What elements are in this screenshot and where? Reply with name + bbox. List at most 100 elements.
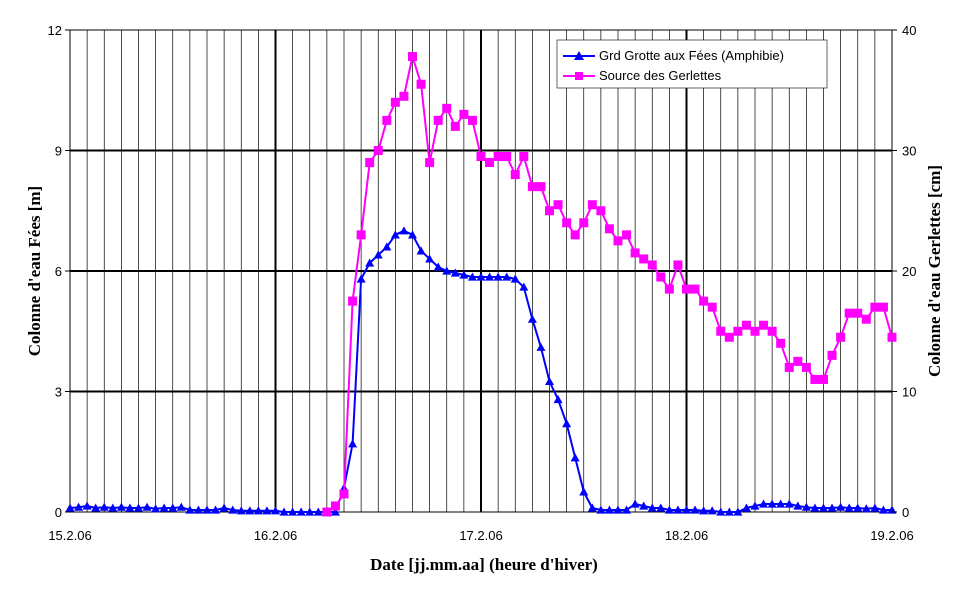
data-point-square [707, 302, 717, 312]
data-point-triangle [236, 506, 246, 515]
data-point-triangle [305, 507, 315, 516]
data-point-square [639, 254, 649, 264]
y-right-tick-label: 10 [902, 385, 916, 400]
data-point-triangle [510, 274, 520, 283]
data-point-square [519, 152, 529, 162]
data-point-triangle [313, 507, 323, 516]
data-point-triangle [108, 503, 118, 512]
series-layer [65, 52, 897, 517]
y-left-tick-label: 3 [55, 385, 62, 400]
data-point-triangle [656, 503, 666, 512]
data-point-triangle [579, 487, 589, 496]
data-point-square [442, 103, 452, 113]
data-point-triangle [810, 503, 820, 512]
data-point-triangle [219, 503, 229, 512]
data-point-square [853, 308, 863, 318]
data-point-triangle [176, 502, 186, 511]
y-left-tick-label: 12 [48, 23, 62, 38]
data-point-square [861, 314, 871, 324]
data-point-triangle [776, 499, 786, 508]
data-point-triangle [159, 503, 169, 512]
data-point-triangle [664, 505, 674, 514]
data-point-triangle [853, 503, 863, 512]
series-1 [322, 52, 897, 517]
data-point-square [647, 260, 657, 270]
data-point-square [485, 158, 495, 168]
data-point-triangle [476, 272, 486, 281]
data-point-triangle [185, 505, 195, 514]
data-point-triangle [91, 503, 101, 512]
x-tick-label: 17.2.06 [459, 528, 502, 543]
data-point-triangle [819, 503, 829, 512]
data-point-square [836, 332, 846, 342]
data-point-triangle [279, 507, 289, 516]
data-point-triangle [253, 506, 263, 515]
data-point-triangle [562, 419, 572, 428]
data-point-square [699, 296, 709, 306]
series-line [326, 55, 893, 513]
data-point-square [801, 362, 811, 372]
data-point-triangle [425, 254, 435, 263]
data-point-triangle [442, 266, 452, 275]
y-axis-left-title: Colonne d'eau Fées [m] [25, 186, 44, 356]
data-point-triangle [741, 503, 751, 512]
data-point-triangle [202, 505, 212, 514]
series-0 [65, 226, 897, 516]
data-point-square [690, 284, 700, 294]
data-point-triangle [493, 272, 503, 281]
data-point-triangle [587, 503, 597, 512]
data-point-square [776, 338, 786, 348]
data-point-triangle [870, 503, 880, 512]
data-point-triangle [382, 242, 392, 251]
data-point-square [844, 308, 854, 318]
data-point-triangle [836, 502, 846, 511]
grid [70, 30, 892, 512]
data-point-triangle [193, 505, 203, 514]
data-point-square [604, 224, 614, 234]
data-point-triangle [133, 503, 143, 512]
data-point-triangle [459, 270, 469, 279]
data-point-square [408, 52, 418, 62]
x-tick-label: 16.2.06 [254, 528, 297, 543]
data-point-square [373, 146, 383, 155]
data-point-square [724, 332, 734, 342]
data-point-triangle [519, 282, 529, 291]
data-point-square [810, 374, 820, 384]
data-point-triangle [211, 505, 221, 514]
data-point-triangle [373, 250, 383, 259]
data-point-square [502, 152, 512, 162]
data-point-triangle [390, 230, 400, 239]
data-point-triangle [365, 258, 375, 267]
data-point-square [459, 109, 469, 119]
data-point-triangle [125, 503, 135, 512]
data-point-square [356, 230, 366, 240]
data-point-triangle [416, 246, 426, 255]
data-point-triangle [647, 503, 657, 512]
data-point-square [793, 356, 803, 366]
y-right-tick-label: 20 [902, 264, 916, 279]
data-point-square [493, 152, 503, 162]
data-point-triangle [228, 505, 238, 514]
data-point-triangle [613, 505, 623, 514]
data-point-square [536, 182, 546, 192]
data-point-square [622, 230, 632, 240]
data-point-triangle [801, 502, 811, 511]
legend-label-series-1: Source des Gerlettes [599, 68, 722, 83]
data-point-triangle [622, 505, 632, 514]
y-right-tick-label: 0 [902, 505, 909, 520]
data-point-triangle [408, 230, 418, 239]
data-point-triangle [82, 501, 92, 510]
y-axis-right-title: Colonne d'eau Gerlettes [cm] [925, 165, 944, 377]
data-point-square [750, 326, 760, 336]
data-point-square [579, 218, 589, 228]
legend-marker-triangle [574, 51, 584, 60]
data-point-square [330, 501, 340, 511]
data-point-square [450, 121, 460, 131]
data-point-square [596, 206, 606, 216]
data-point-triangle [639, 501, 649, 510]
data-point-square [527, 182, 537, 192]
data-point-triangle [356, 274, 366, 283]
data-point-triangle [878, 505, 888, 514]
data-point-triangle [707, 506, 717, 515]
